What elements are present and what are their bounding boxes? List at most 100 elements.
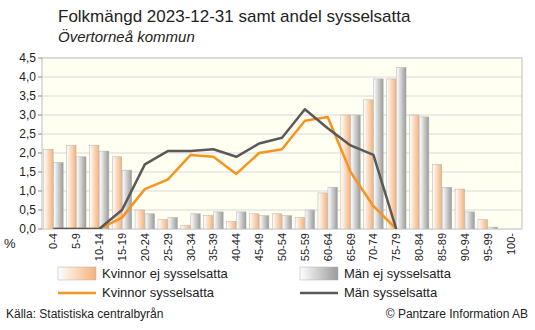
- bar: [442, 187, 452, 229]
- x-tick-label: 15-19: [116, 233, 128, 261]
- bar: [318, 193, 328, 229]
- grid-line: [42, 153, 522, 154]
- y-tick-label: 2,0: [19, 146, 36, 160]
- tick-mark: [38, 115, 42, 116]
- bar: [204, 216, 214, 229]
- tick-mark: [38, 210, 42, 211]
- bar: [511, 229, 520, 230]
- bar: [249, 214, 259, 229]
- tick-mark: [38, 58, 42, 59]
- bar: [99, 151, 109, 229]
- bar: [181, 225, 191, 229]
- legend-label: Män sysselsatta: [344, 285, 438, 300]
- x-tick-label: 25-29: [162, 233, 174, 261]
- tick-mark: [38, 191, 42, 192]
- y-tick-label: 4,5: [19, 51, 36, 65]
- legend-swatch: [58, 267, 96, 280]
- x-tick-label: 85-89: [436, 233, 448, 261]
- bar: [305, 210, 315, 229]
- tick-mark: [38, 153, 42, 154]
- bar: [191, 214, 201, 229]
- bar: [135, 210, 145, 229]
- bar: [145, 214, 155, 229]
- x-tick-label: 70-74: [367, 233, 379, 261]
- bar: [341, 115, 351, 229]
- tick-mark: [38, 96, 42, 97]
- x-tick-label: 75-79: [390, 233, 402, 261]
- bar: [214, 212, 224, 229]
- x-tick-label: 50-54: [276, 233, 288, 261]
- bar: [89, 145, 99, 229]
- bar: [465, 212, 475, 229]
- x-tick-label: 45-49: [253, 233, 265, 261]
- x-tick-label: 10-14: [93, 233, 105, 261]
- tick-mark: [38, 77, 42, 78]
- bar: [478, 220, 488, 230]
- grid-line: [42, 134, 522, 135]
- legend-swatch: [300, 267, 338, 280]
- bar: [259, 216, 269, 229]
- legend-label: Män ej sysselsatta: [344, 266, 452, 281]
- grid-line: [42, 58, 522, 59]
- bar: [419, 117, 429, 229]
- subtitle: Övertorneå kommun: [58, 28, 195, 45]
- bar: [272, 214, 282, 229]
- y-tick-label: 0,5: [19, 203, 36, 217]
- y-axis-label: %: [4, 236, 16, 251]
- x-tick-label: 90-94: [459, 233, 471, 261]
- bar: [158, 220, 168, 230]
- y-tick-label: 3,5: [19, 89, 36, 103]
- y-tick-label: 4,0: [19, 70, 36, 84]
- tick-mark: [38, 229, 42, 230]
- credit: © Pantzare Information AB: [386, 307, 528, 321]
- marks: [44, 68, 498, 230]
- x-tick-label: 100-: [505, 233, 517, 255]
- bar: [455, 189, 465, 229]
- x-tick-label: 80-84: [413, 233, 425, 261]
- legend-label: Kvinnor ej sysselsatta: [102, 266, 228, 281]
- grid-line: [42, 96, 522, 97]
- bar: [387, 79, 397, 229]
- bar: [282, 216, 292, 229]
- bar: [364, 100, 374, 229]
- grid-line: [42, 77, 522, 78]
- bar: [328, 187, 338, 229]
- bar: [54, 163, 64, 230]
- x-tick-label: 0-4: [47, 233, 59, 249]
- y-tick-label: 2,5: [19, 127, 36, 141]
- title: Folkmängd 2023-12-31 samt andel sysselsa…: [58, 7, 411, 26]
- y-tick-label: 3,0: [19, 108, 36, 122]
- bar: [295, 218, 305, 229]
- bar: [227, 221, 237, 229]
- bar: [501, 229, 511, 230]
- tick-mark: [38, 134, 42, 135]
- x-tick-label: 55-59: [299, 233, 311, 261]
- x-tick-label: 20-24: [139, 233, 151, 261]
- x-tick-label: 60-64: [322, 233, 334, 261]
- source: Källa: Statistiska centralbyrån: [6, 307, 163, 321]
- y-tick-label: 1,5: [19, 165, 36, 179]
- line: [53, 109, 396, 229]
- legend-swatch: [58, 292, 96, 295]
- bar: [488, 227, 498, 229]
- bar: [168, 218, 178, 229]
- grid-line: [42, 115, 522, 116]
- bar: [409, 115, 419, 229]
- bar: [67, 145, 77, 229]
- bar: [44, 149, 54, 229]
- y-tick-label: 1,0: [19, 184, 36, 198]
- plot-area: [42, 58, 522, 229]
- x-tick-label: 30-34: [185, 233, 197, 261]
- bar: [77, 157, 87, 229]
- chart: Folkmängd 2023-12-31 samt andel sysselsa…: [0, 0, 535, 330]
- x-tick-label: 5-9: [70, 233, 82, 249]
- bar: [351, 115, 361, 229]
- y-tick-label: 0,0: [19, 222, 36, 236]
- legend-label: Kvinnor sysselsatta: [102, 285, 215, 300]
- legend-swatch: [300, 292, 338, 295]
- line: [53, 117, 396, 229]
- bar: [237, 212, 247, 229]
- x-tick-label: 40-44: [230, 233, 242, 261]
- x-tick-label: 35-39: [207, 233, 219, 261]
- x-tick-label: 95-99: [482, 233, 494, 261]
